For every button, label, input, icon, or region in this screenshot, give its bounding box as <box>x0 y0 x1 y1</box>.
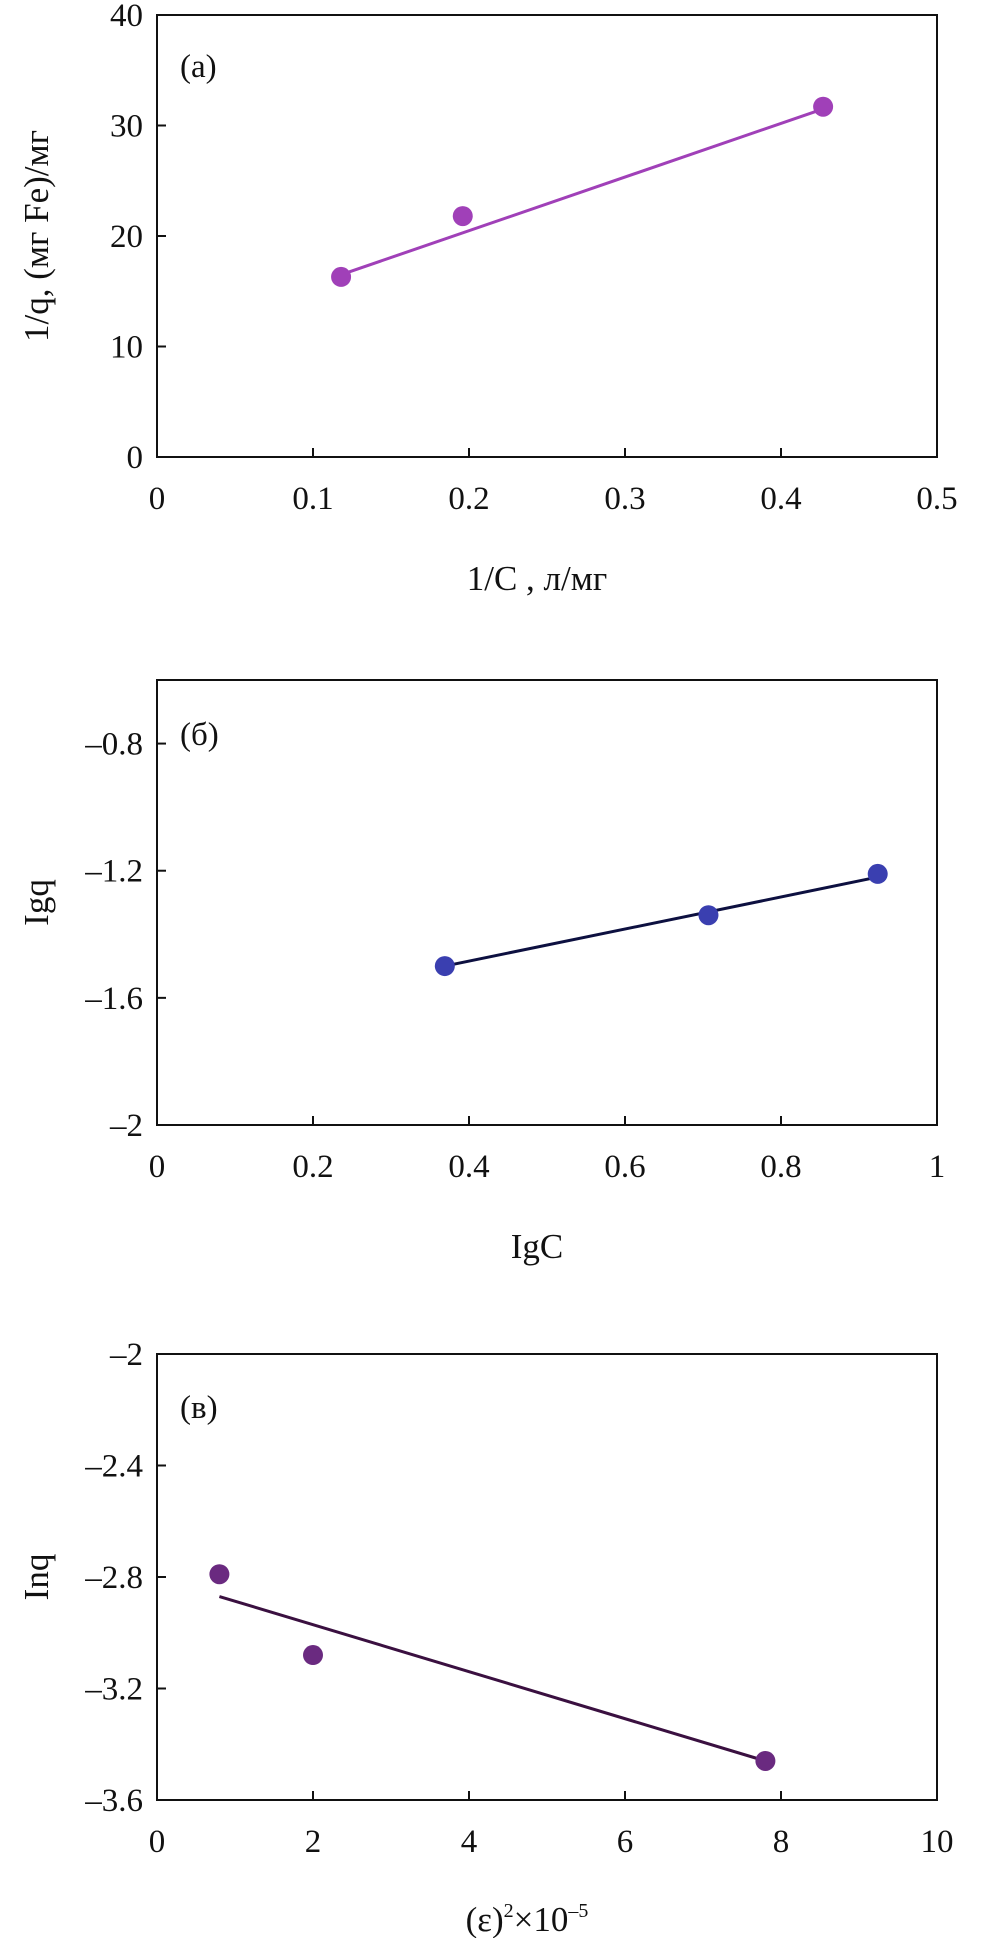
y-tick-label: 10 <box>110 330 143 366</box>
y-axis-label: Inq <box>17 1554 56 1601</box>
data-point <box>867 863 888 884</box>
y-tick-label: –1.2 <box>84 854 143 890</box>
x-tick-label: 0.1 <box>292 481 333 517</box>
x-tick-label: 0.2 <box>292 1149 333 1185</box>
data-point <box>331 266 352 287</box>
x-tick-label: 0 <box>149 1824 166 1860</box>
panel-label: (в) <box>180 1390 218 1426</box>
data-point <box>813 96 834 117</box>
data-point <box>434 956 455 977</box>
y-tick-label: 40 <box>110 0 143 34</box>
data-point <box>209 1564 230 1585</box>
x-tick-label: 0.3 <box>604 481 645 517</box>
panel-label: (а) <box>180 49 217 85</box>
y-tick-label: –3.2 <box>84 1672 143 1708</box>
y-tick-label: 30 <box>110 109 143 145</box>
plot-frame <box>156 679 938 1126</box>
x-tick-label: 2 <box>305 1824 322 1860</box>
data-point <box>698 905 719 926</box>
y-tick-label: –2.8 <box>84 1560 143 1596</box>
y-tick-label: 0 <box>127 440 144 476</box>
y-tick-label: –3.6 <box>84 1783 143 1819</box>
panel-label: (б) <box>180 717 219 753</box>
x-tick-label: 0.2 <box>448 481 489 517</box>
x-tick-label: 0.4 <box>760 481 801 517</box>
x-axis-label: IgC <box>511 1227 564 1266</box>
y-tick-label: –2 <box>109 1337 143 1373</box>
y-tick-label: –0.8 <box>84 727 143 763</box>
x-tick-label: 0.8 <box>760 1149 801 1185</box>
y-tick-label: –1.6 <box>84 981 143 1017</box>
x-tick-label: 6 <box>617 1824 634 1860</box>
x-axis-label: (ε)2×10–5 <box>466 1900 589 1938</box>
x-tick-label: 8 <box>773 1824 790 1860</box>
y-tick-label: 20 <box>110 219 143 255</box>
x-tick-label: 0.6 <box>604 1149 645 1185</box>
chart-panel-1: 0 0.1 0.2 0.3 0.4 0.5 0 10 20 30 40 (а) 1/C , л/мг 1/… <box>17 0 958 598</box>
x-tick-label: 0.5 <box>916 481 957 517</box>
x-tick-label: 0 <box>149 481 166 517</box>
data-point <box>303 1645 323 1666</box>
x-tick-label: 0 <box>149 1149 166 1185</box>
plot-frame <box>156 14 938 458</box>
chart-panel-2: 0 0.2 0.4 0.6 0.8 1 –2 –1.6 –1.2 –0.8 (б) IgC Igq <box>17 679 946 1266</box>
x-tick-label: 0.4 <box>448 1149 489 1185</box>
y-axis-label: Igq <box>17 879 56 926</box>
plot-frame <box>156 1353 938 1801</box>
fit-line <box>218 1595 766 1763</box>
x-tick-label: 4 <box>461 1824 478 1860</box>
fit-line <box>444 875 879 968</box>
data-point <box>452 206 473 227</box>
chart-panel-3: 0 2 4 6 8 10 –3.6 –3.2 –2.8 –2.4 –2 (в) (ε)2×10–5 Inq <box>17 1337 954 1938</box>
y-tick-label: –2 <box>109 1108 143 1144</box>
x-tick-label: 1 <box>929 1149 946 1185</box>
x-tick-label: 10 <box>921 1824 954 1860</box>
data-point <box>755 1750 776 1771</box>
y-tick-label: –2.4 <box>84 1449 143 1485</box>
fit-line <box>340 107 824 277</box>
y-axis-label: 1/q, (мг Fe)/мг <box>17 130 56 342</box>
x-axis-label: 1/C , л/мг <box>467 559 608 598</box>
